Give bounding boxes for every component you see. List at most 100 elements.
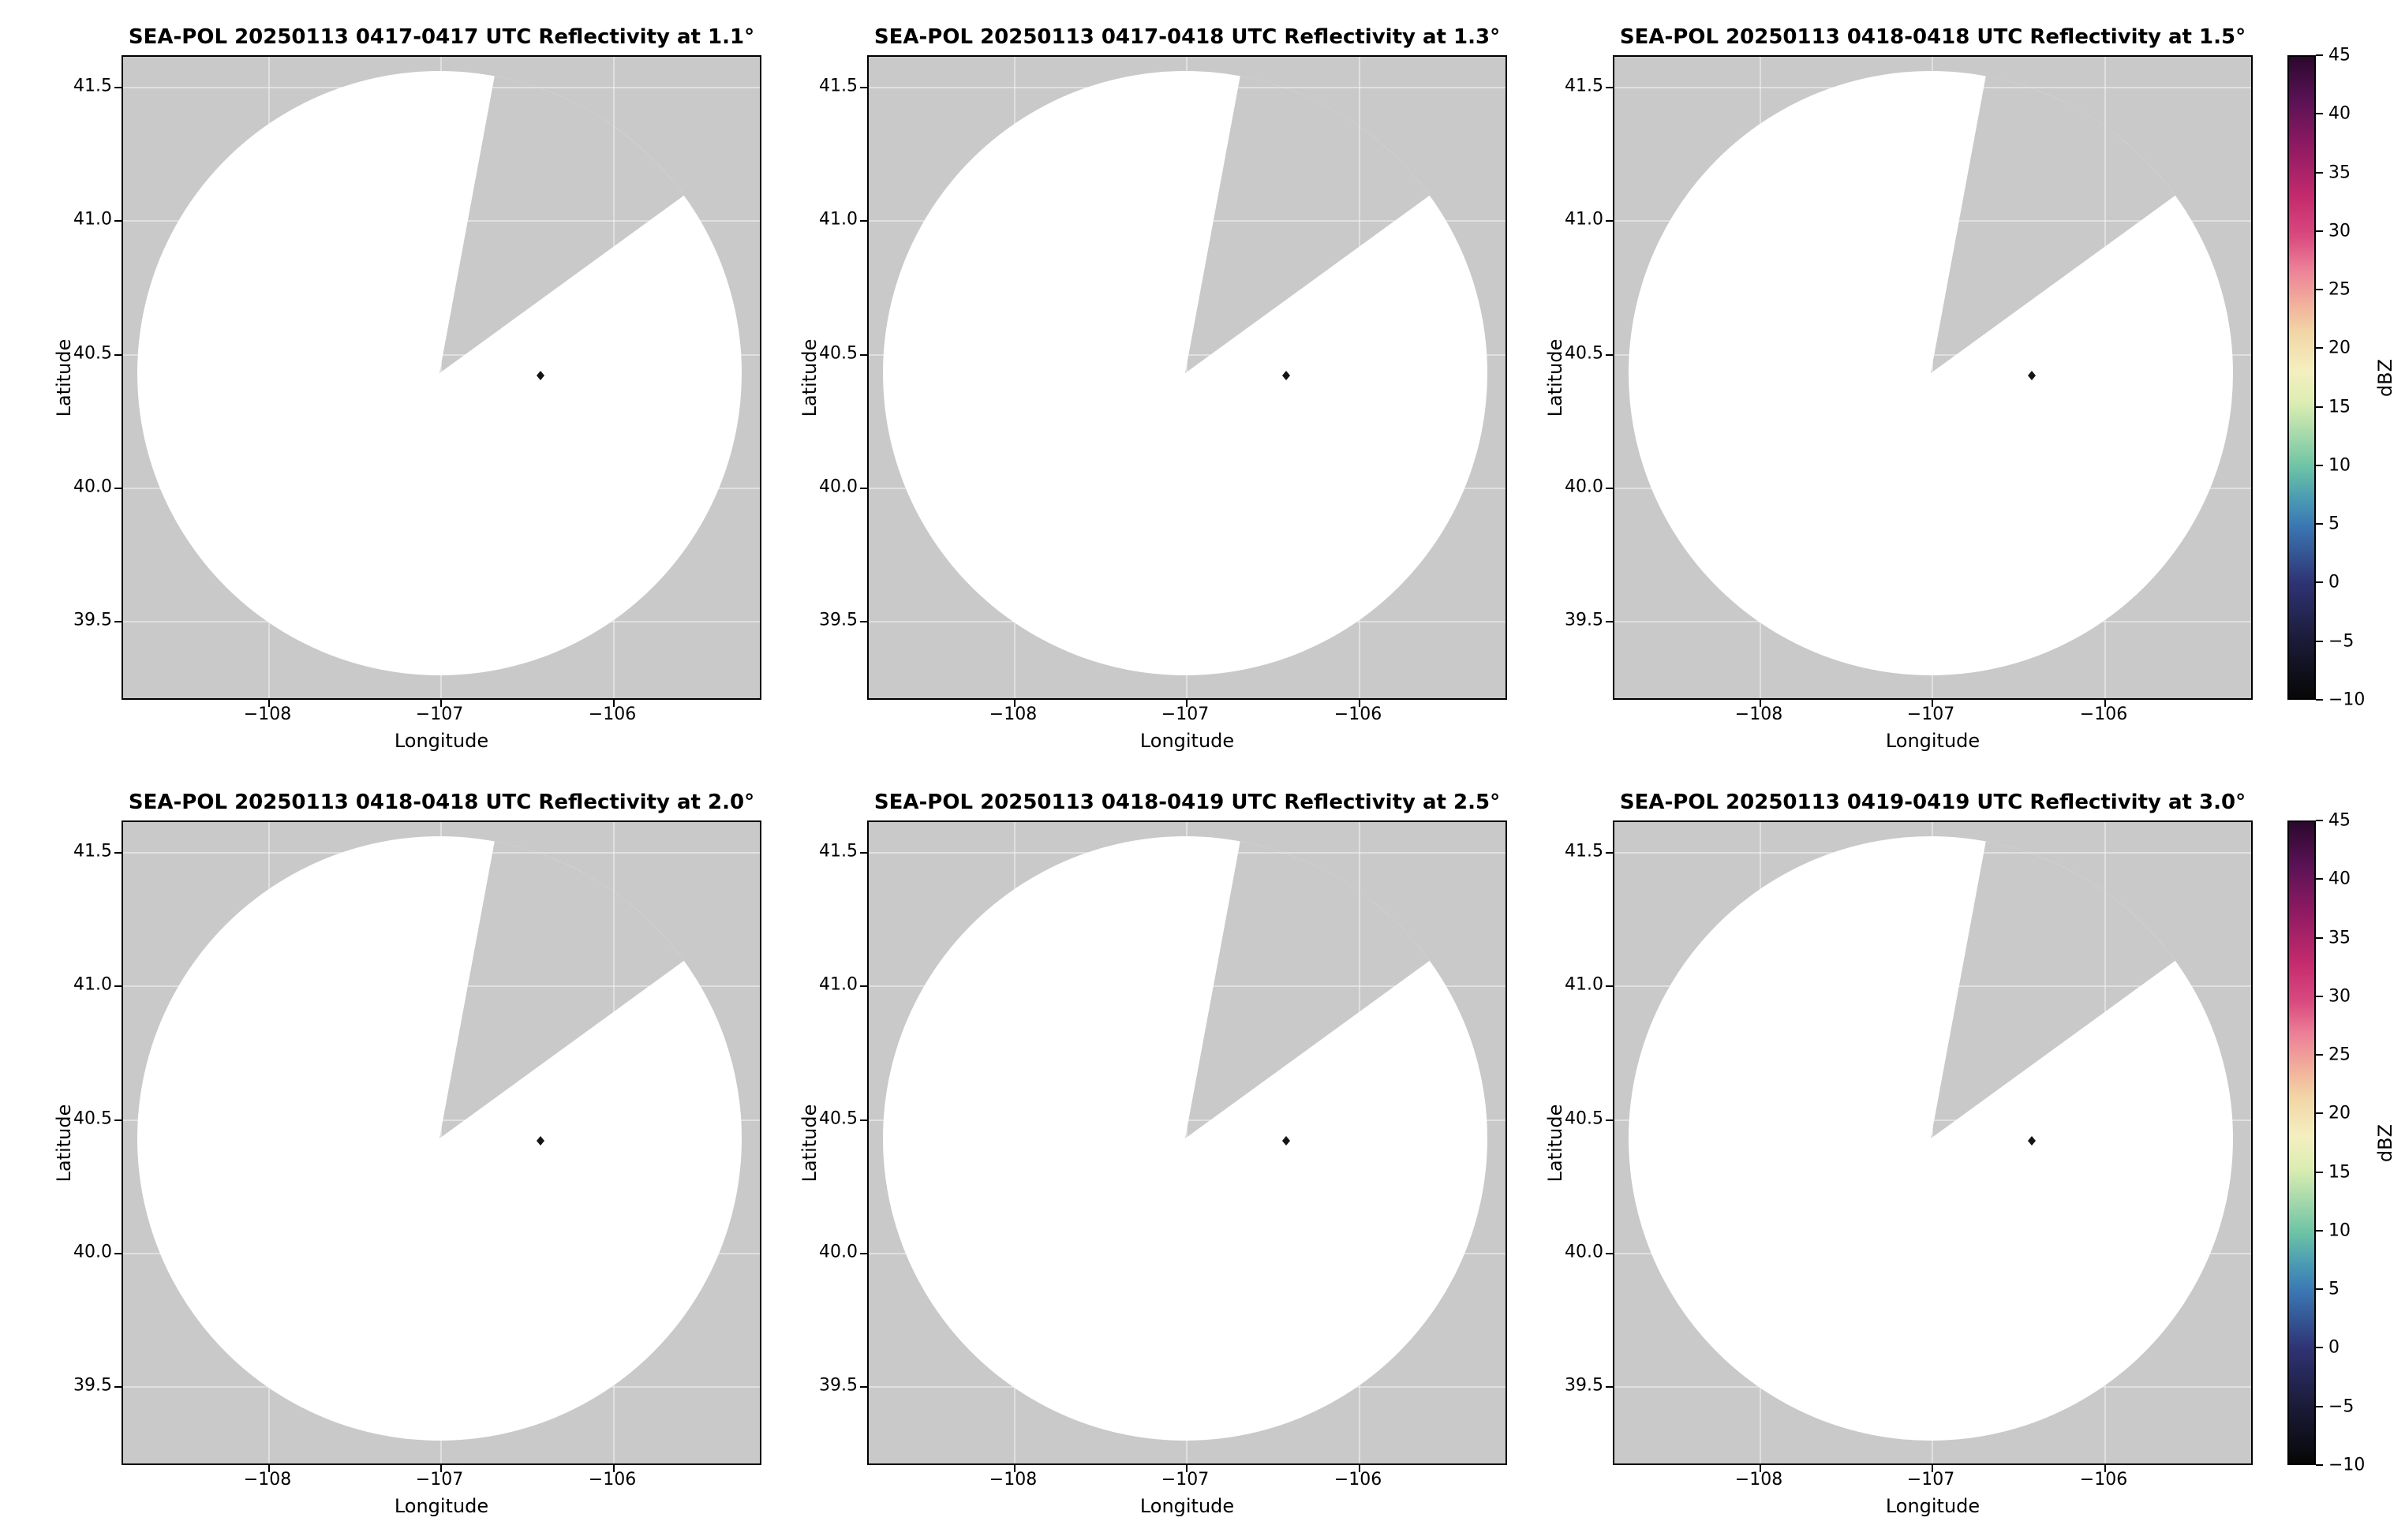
y-axis-ticks: 41.5 41.0 40.5 40.0 39.5 [819, 55, 867, 700]
x-tick-label: −106 [1333, 705, 1382, 724]
y-tick-label: 41.5 [819, 841, 858, 862]
radar-map [1614, 57, 2251, 698]
y-tick-label: 39.5 [1565, 610, 1603, 630]
colorbar-tick-mark [2316, 1347, 2323, 1349]
colorbar-tick-mark [2316, 230, 2323, 232]
y-tick-label: 41.5 [73, 841, 112, 862]
radar-panel: SEA-POL 20250113 0418-0418 UTC Reflectiv… [50, 784, 761, 1523]
reflectivity-pixel [2028, 371, 2036, 380]
y-axis-label-cell: Latitude [796, 820, 823, 1465]
y-axis-label-cell: Latitude [50, 820, 77, 1465]
y-axis-label: Latitude [53, 1104, 75, 1182]
x-tick-mark [613, 700, 615, 707]
reflectivity-pixel [537, 1136, 544, 1146]
x-tick-label: −106 [1333, 1470, 1382, 1490]
reflectivity-pixel [2028, 1136, 2036, 1146]
y-axis-ticks: 41.5 41.0 40.5 40.0 39.5 [819, 820, 867, 1465]
colorbar-tick-label: 10 [2328, 1220, 2351, 1241]
colorbar-tick-label: −10 [2328, 1455, 2366, 1475]
reflectivity-pixel [537, 371, 544, 380]
y-tick-mark [1606, 354, 1613, 356]
x-tick-label: −107 [1906, 705, 1955, 724]
colorbar-gradient-bar [2287, 820, 2316, 1465]
x-axis-ticks: −108 −107 −106 [1613, 700, 2253, 727]
y-tick-label: 39.5 [73, 610, 112, 630]
y-axis-label: Latitude [53, 338, 75, 417]
y-tick-label: 40.0 [819, 1242, 858, 1262]
x-tick-label: −108 [243, 1470, 292, 1490]
colorbar-tick-mark [2316, 1288, 2323, 1291]
y-tick-label: 41.5 [1565, 841, 1603, 862]
colorbar-gradient [2289, 822, 2314, 1463]
colorbar-tick-label: −5 [2328, 631, 2355, 652]
x-axis-ticks: −108 −107 −106 [1613, 1465, 2253, 1492]
y-tick-mark [114, 1253, 122, 1254]
plot-area [114, 55, 761, 707]
colorbar-tick-label: 30 [2328, 221, 2351, 241]
colorbar-tick-label: 30 [2328, 986, 2351, 1007]
radar-map [869, 57, 1505, 698]
plot-area [1606, 55, 2253, 707]
colorbar-label: dBZ [2374, 1123, 2396, 1162]
colorbar-tick-mark [2316, 347, 2323, 349]
y-tick-label: 40.0 [819, 477, 858, 497]
x-tick-label: −107 [1161, 705, 1210, 724]
x-tick-mark [268, 700, 270, 707]
colorbar-tick-mark [2316, 1405, 2323, 1407]
y-tick-mark [860, 354, 867, 356]
colorbar-tick-mark [2316, 699, 2323, 701]
y-tick-mark [1606, 1119, 1613, 1121]
colorbar-tick-label: 25 [2328, 1045, 2351, 1065]
y-tick-label: 39.5 [819, 1375, 858, 1396]
x-tick-label: −107 [415, 705, 464, 724]
x-tick-label: −106 [2079, 1470, 2128, 1490]
y-tick-mark [114, 852, 122, 854]
colorbar-tick-mark [2316, 1464, 2323, 1466]
y-tick-label: 41.0 [73, 209, 112, 230]
radar-map [123, 57, 760, 698]
missing-sector-wedge [1185, 841, 1430, 1138]
colorbar-tick-label: 40 [2328, 103, 2351, 124]
colorbar-row-2: dBZ 45 40 35 30 25 20 15 10 5 0 −5 −10 [2287, 811, 2405, 1475]
gridlines [869, 57, 1505, 698]
x-tick-label: −108 [989, 1470, 1038, 1490]
y-tick-label: 40.0 [1565, 1242, 1603, 1262]
colorbar-tick-label: 20 [2328, 1103, 2351, 1123]
y-tick-label: 41.5 [73, 76, 112, 96]
x-tick-label: −108 [1734, 705, 1783, 724]
y-tick-label: 40.5 [819, 1108, 858, 1129]
x-tick-label: −106 [2079, 705, 2128, 724]
colorbar-tick-label: 25 [2328, 279, 2351, 300]
colorbar-tick-label: −10 [2328, 690, 2366, 710]
x-tick-mark [268, 1465, 270, 1472]
y-tick-mark [114, 488, 122, 489]
y-tick-mark [860, 985, 867, 987]
radar-panel: SEA-POL 20250113 0418-0419 UTC Reflectiv… [796, 784, 1507, 1523]
colorbar-tick-mark [2316, 640, 2323, 642]
y-tick-label: 40.5 [1565, 1108, 1603, 1129]
colorbar-tick-mark [2316, 1112, 2323, 1115]
gridlines [123, 57, 760, 698]
y-tick-mark [1606, 87, 1613, 88]
missing-sector-wedge [1931, 841, 2175, 1138]
x-axis-ticks: −108 −107 −106 [122, 1465, 761, 1492]
radar-map [123, 822, 760, 1463]
figure-row-1: SEA-POL 20250113 0417-0417 UTC Reflectiv… [50, 8, 2405, 773]
y-axis-ticks: 41.5 41.0 40.5 40.0 39.5 [73, 820, 122, 1465]
missing-sector-wedge [1185, 76, 1430, 374]
radar-map [869, 822, 1505, 1463]
x-tick-mark [1014, 700, 1015, 707]
colorbar-tick-mark [2316, 289, 2323, 291]
colorbar-tick-label: 10 [2328, 455, 2351, 476]
y-axis-label: Latitude [799, 1104, 821, 1182]
x-tick-mark [440, 700, 442, 707]
x-axis-label: Longitude [1139, 730, 1235, 752]
y-tick-label: 40.5 [73, 343, 112, 364]
y-tick-mark [860, 1253, 867, 1254]
radar-panel: SEA-POL 20250113 0417-0418 UTC Reflectiv… [796, 19, 1507, 758]
y-tick-mark [114, 621, 122, 622]
plot-area [1606, 820, 2253, 1472]
y-tick-label: 41.0 [819, 974, 858, 995]
colorbar-tick-label: 20 [2328, 338, 2351, 358]
y-tick-label: 40.0 [73, 1242, 112, 1262]
